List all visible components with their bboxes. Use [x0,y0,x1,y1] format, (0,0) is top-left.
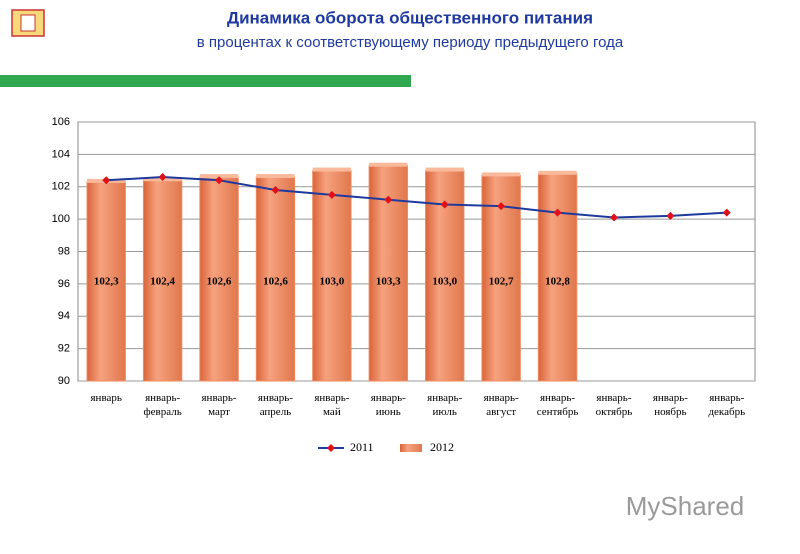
y-tick-label: 98 [58,245,70,257]
marker [609,213,618,222]
y-tick-label: 96 [58,278,70,290]
chart-subtitle: в процентах к соответствующему периоду п… [197,34,624,51]
bar-cap [425,167,464,172]
icon[interactable] [11,9,45,37]
marker [553,208,562,217]
marker [271,185,280,194]
bar [312,170,352,382]
marker [497,202,506,211]
bar-cap [256,174,295,179]
x-tick-label: январь [90,392,122,404]
marker [102,176,111,185]
bar-cap [538,170,577,175]
x-tick-label: январь- ноябрь [652,392,688,418]
data-label: 102,6 [263,276,288,288]
bar [199,176,239,382]
y-tick-label: 90 [58,375,70,387]
watermark: MyShared [626,491,745,521]
x-tick-label: январь- июль [427,392,463,418]
x-tick-label: январь- август [483,392,519,418]
data-label: 103,3 [376,276,401,288]
line [106,176,727,219]
y-tick-label: 106 [52,116,70,128]
x-tick-label: январь- май [314,392,350,418]
data-label: 102,6 [207,276,232,288]
y-tick-label: 94 [58,310,70,322]
data-label: 102,3 [94,276,119,288]
y-tick-label: 100 [52,213,70,225]
marker [666,211,675,220]
y-tick-label: 102 [52,181,70,193]
legend-label: 2012 [430,440,454,454]
marker [215,176,224,185]
x-tick-label: январь- март [201,392,237,418]
bar-cap [481,172,521,177]
legend-marker [327,444,335,452]
x-tick-label: январь- февраль [143,392,182,418]
data-label: 102,4 [150,276,175,288]
x-tick-label: январь- апрель [257,392,293,418]
bar-cap [199,174,239,179]
legend-swatch [400,444,422,452]
data-label: 102,8 [545,276,570,288]
divider [0,75,411,87]
bar-cap [369,162,408,167]
x-tick-label: январь- сентябрь [536,392,579,418]
data-label: 102,7 [489,276,514,288]
bar [86,181,126,382]
marker [158,173,167,182]
data-label: 103,0 [320,276,345,288]
bar [537,173,578,382]
icon-page [20,14,36,32]
x-tick-label: январь- октябрь [595,392,633,418]
chart-title: Динамика оборота общественного питания [227,8,593,27]
data-label: 103,0 [432,276,457,288]
bar [142,179,183,382]
marker [722,208,731,217]
y-tick-label: 104 [52,148,70,160]
y-tick-label: 92 [58,343,70,355]
x-tick-label: январь- декабрь [708,392,746,418]
bar-cap [312,167,352,172]
marker [327,190,336,199]
marker [440,200,449,209]
marker [384,195,393,204]
x-tick-label: январь- июнь [370,392,406,418]
legend-label: 2011 [350,440,374,454]
bar [255,176,296,382]
